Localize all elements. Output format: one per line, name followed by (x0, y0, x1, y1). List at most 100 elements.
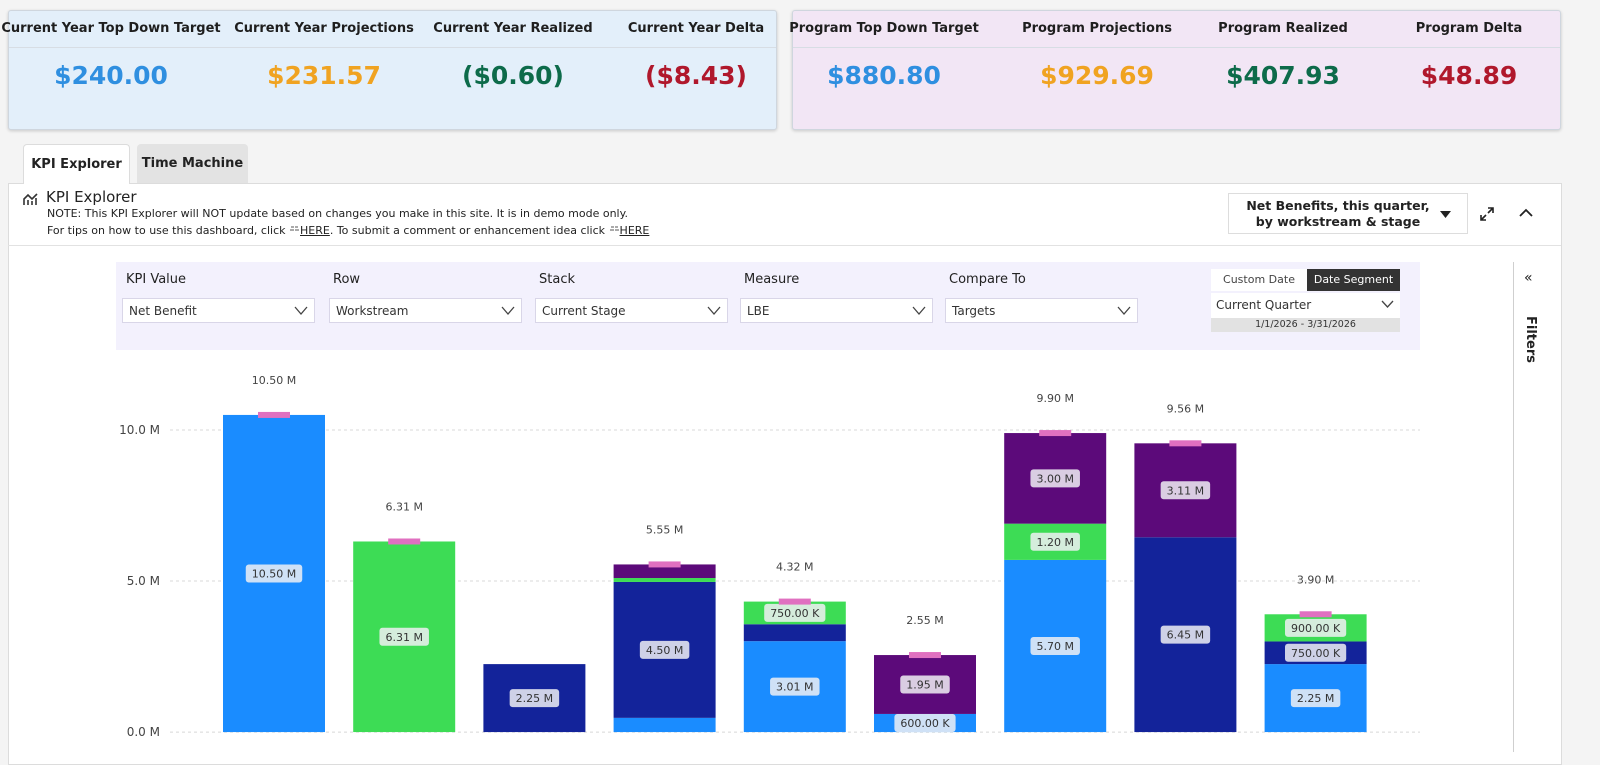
tips-text: For tips on how to use this dashboard, c… (47, 224, 286, 237)
total-label: 3.90 M (1297, 573, 1334, 586)
link-icon (290, 226, 299, 231)
view-selector-text: Net Benefits, this quarter, by workstrea… (1246, 198, 1430, 229)
value-label-box (1030, 636, 1080, 655)
control-select[interactable]: LBE (740, 298, 933, 323)
target-marker (1169, 440, 1202, 447)
total-label: 5.55 M (646, 523, 683, 536)
kpi-label: Program Top Down Target (789, 21, 979, 36)
bar-segment (743, 624, 846, 642)
caret (1440, 211, 1451, 218)
tab[interactable]: KPI Explorer (23, 144, 130, 184)
total-label: 4.32 M (776, 561, 813, 574)
kpi-label: Current Year Delta (627, 21, 765, 36)
kpi-value: $929.69 (1040, 61, 1154, 90)
kpi-value: ($0.60) (462, 61, 564, 90)
value-label-box (900, 675, 950, 694)
separator (793, 47, 1560, 48)
value-label-box (1284, 643, 1347, 662)
bar-segment (613, 717, 716, 733)
kpi-label: Current Year Projections (234, 21, 414, 36)
total-label: 10.50 M (252, 374, 296, 387)
control-select[interactable]: Net Benefit (122, 298, 315, 323)
value-label: 4.50 M (646, 644, 683, 657)
value-label-box (770, 677, 820, 696)
collapse-button[interactable] (1519, 208, 1533, 218)
bar-segment (613, 578, 716, 582)
chevron (1381, 300, 1394, 308)
tab[interactable]: Time Machine (137, 144, 248, 183)
value-label-box (1290, 689, 1341, 708)
target-marker (388, 538, 421, 545)
value-label: 3.11 M (1167, 484, 1204, 497)
expand-button[interactable] (1479, 206, 1495, 222)
control-value: Net Benefit (129, 304, 197, 318)
target-marker (1299, 611, 1332, 618)
value-label-box (379, 627, 429, 646)
kpi-value: $407.93 (1226, 61, 1340, 90)
value-label-box (639, 640, 690, 659)
value-label: 900.00 K (1291, 622, 1341, 635)
target-marker (778, 598, 811, 605)
value-label: 1.20 M (1036, 536, 1073, 549)
target-marker (909, 652, 941, 659)
value-label: 1.95 M (906, 678, 943, 691)
control-select[interactable]: Targets (945, 298, 1138, 323)
filters-toggle[interactable]: « (1524, 270, 1533, 286)
link[interactable]: HERE (300, 224, 330, 237)
value-label-box (1160, 625, 1211, 644)
date-option[interactable]: Custom Date (1211, 269, 1307, 291)
date-range: 1/1/2026 - 3/31/2026 (1211, 318, 1400, 332)
control-label: KPI Value (126, 272, 187, 287)
date-segment-select[interactable]: Current Quarter (1211, 293, 1400, 318)
kpi-value: $240.00 (54, 61, 168, 90)
chart-icon (23, 193, 38, 205)
total-label: 6.31 M (385, 500, 422, 513)
value-label: 600.00 K (900, 717, 950, 730)
value-label-box (509, 689, 560, 708)
control-select[interactable]: Workstream (329, 298, 522, 323)
value-label-box (1160, 481, 1211, 500)
chevron (294, 306, 308, 315)
date-segment: Current Quarter (1216, 298, 1312, 312)
kpi-label: Program Projections (1022, 21, 1172, 36)
value-label: 750.00 K (1291, 647, 1341, 660)
filters-divider (1513, 262, 1514, 752)
control-label: Compare To (949, 272, 1026, 287)
kpi-label: Program Delta (1415, 21, 1523, 36)
y-tick-label: 0.0 M (127, 725, 160, 739)
chevron (501, 306, 515, 315)
value-label: 3.01 M (776, 681, 813, 694)
panel-title: KPI Explorer (46, 188, 137, 206)
date-option[interactable]: Date Segment (1307, 269, 1400, 291)
kpi-value: $880.80 (827, 61, 941, 90)
control-select[interactable]: Current Stage (535, 298, 728, 323)
value-label-box (1030, 469, 1080, 488)
link[interactable]: HERE (619, 224, 650, 237)
value-label-box (764, 603, 826, 622)
chevron (707, 306, 721, 315)
value-label: 6.45 M (1167, 629, 1204, 642)
value-label: 10.50 M (252, 568, 296, 581)
chevron (912, 306, 926, 315)
value-label: 750.00 K (770, 607, 820, 620)
value-label-box (1284, 618, 1347, 637)
chevron (1117, 306, 1131, 315)
control-label: Row (333, 272, 361, 287)
y-tick-label: 10.0 M (119, 423, 160, 437)
value-label: 3.00 M (1036, 472, 1073, 485)
control-value: Workstream (336, 304, 409, 318)
control-label: Stack (539, 272, 575, 287)
view-selector[interactable]: Net Benefits, this quarter, by workstrea… (1228, 193, 1468, 234)
value-label-box (245, 564, 303, 583)
target-marker (1039, 430, 1072, 437)
panel-tips: For tips on how to use this dashboard, c… (47, 224, 649, 237)
target-marker (648, 561, 681, 568)
value-label: 2.25 M (516, 692, 553, 705)
current-year-card: Current Year Top Down Target $240.00 Curre… (1, 10, 777, 130)
total-label: 9.90 M (1036, 392, 1073, 405)
program-card: Program Top Down Target $880.80 Program Pr… (789, 10, 1561, 130)
control-value: Targets (952, 304, 996, 318)
